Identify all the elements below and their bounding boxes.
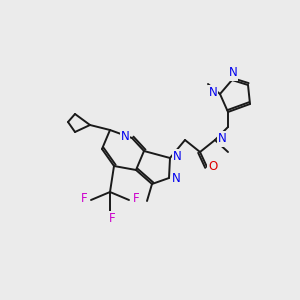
- Text: O: O: [208, 160, 217, 173]
- Text: N: N: [218, 133, 226, 146]
- Text: N: N: [121, 130, 129, 142]
- Text: N: N: [172, 151, 182, 164]
- Text: F: F: [133, 193, 139, 206]
- Text: N: N: [172, 172, 180, 185]
- Text: F: F: [109, 212, 115, 226]
- Text: N: N: [229, 67, 237, 80]
- Text: N: N: [208, 86, 217, 100]
- Text: F: F: [81, 193, 87, 206]
